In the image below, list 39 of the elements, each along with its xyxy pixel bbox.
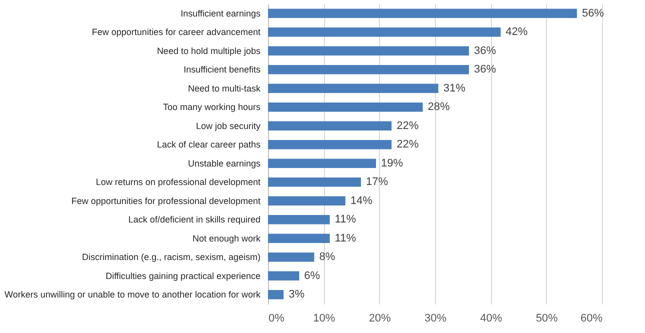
y-tick-label: Insufficient benefits bbox=[184, 64, 261, 75]
y-tick-label: Few opportunities for career advancement bbox=[92, 27, 261, 38]
data-label: 8% bbox=[319, 251, 336, 264]
data-label: 11% bbox=[334, 214, 356, 226]
data-label: 14% bbox=[350, 194, 373, 207]
data-label: 36% bbox=[474, 44, 496, 57]
x-tick-label: 20% bbox=[368, 312, 392, 324]
data-label: 42% bbox=[506, 26, 528, 38]
y-tick-label: Not enough work bbox=[192, 233, 261, 244]
y-tick-label: Low returns on professional development bbox=[96, 177, 261, 188]
data-label: 6% bbox=[304, 270, 320, 282]
data-label: 36% bbox=[474, 64, 496, 76]
data-label: 31% bbox=[443, 82, 466, 94]
y-tick-label: Need to hold multiple jobs bbox=[156, 46, 261, 56]
data-label: 17% bbox=[366, 176, 388, 188]
data-label: 19% bbox=[380, 157, 404, 170]
y-tick-label: Too many working hours bbox=[162, 102, 261, 112]
y-tick-label: Insufficient earnings bbox=[180, 8, 261, 18]
data-label: 22% bbox=[396, 138, 419, 151]
y-tick-label: Low job security bbox=[196, 120, 261, 131]
y-tick-label: Workers unwilling or unable to move to another location for work bbox=[4, 290, 261, 300]
data-label: 56% bbox=[582, 7, 604, 20]
y-tick-label: Lack of/deficient in skills required bbox=[128, 214, 260, 225]
x-tick-label: 50% bbox=[536, 312, 558, 324]
data-label: 28% bbox=[428, 101, 450, 114]
y-tick-label: Lack of clear career paths bbox=[156, 140, 261, 150]
x-tick-label: 0% bbox=[268, 312, 285, 324]
x-tick-label: 30% bbox=[424, 312, 447, 324]
x-tick-label: 60% bbox=[580, 312, 603, 324]
y-tick-label: Difficulties gaining practical experience bbox=[106, 270, 260, 281]
y-tick-label: Few opportunities for professional development bbox=[71, 196, 261, 206]
data-label: 3% bbox=[288, 288, 305, 301]
y-tick-label: Discrimination (e.g., racism, sexism, ageism) bbox=[82, 252, 260, 262]
y-tick-label: Unstable earnings bbox=[188, 158, 261, 168]
y-tick-label: Need to multi-task bbox=[188, 83, 261, 94]
x-tick-label: 10% bbox=[313, 312, 336, 324]
data-label: 11% bbox=[334, 232, 356, 244]
x-tick-label: 40% bbox=[480, 312, 502, 324]
data-label: 22% bbox=[396, 120, 419, 132]
